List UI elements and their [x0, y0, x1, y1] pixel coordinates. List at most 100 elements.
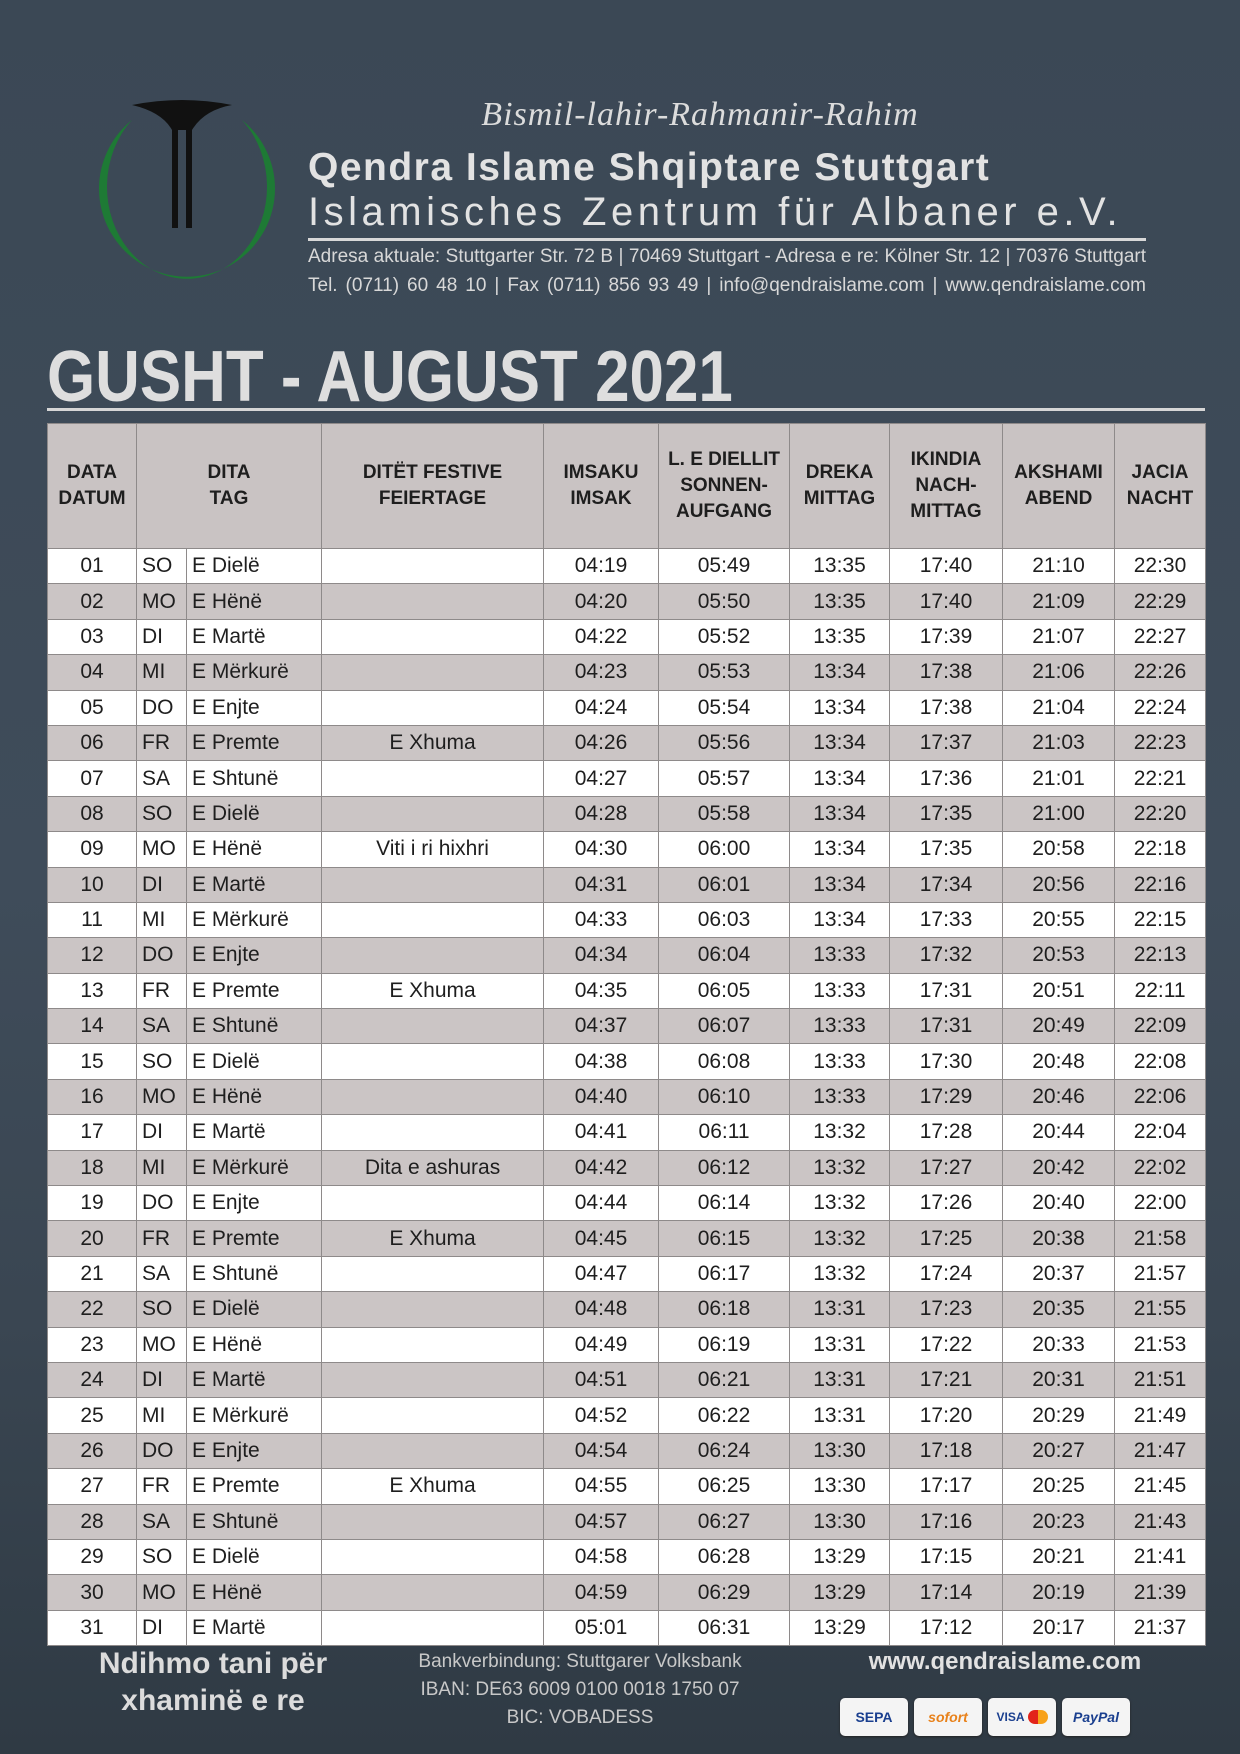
holiday-cell — [321, 866, 545, 903]
sunrise-cell: 06:18 — [658, 1291, 791, 1328]
night-cell: 22:16 — [1114, 866, 1207, 903]
afternoon-cell: 17:14 — [889, 1574, 1004, 1611]
night-cell: 21:45 — [1114, 1468, 1207, 1505]
evening-cell: 20:56 — [1002, 866, 1116, 903]
imsak-cell: 04:47 — [543, 1255, 660, 1293]
holiday-cell — [321, 760, 545, 797]
imsak-cell: 04:27 — [543, 760, 660, 797]
evening-cell: 21:03 — [1002, 724, 1116, 762]
weekday-abbr-cell: SO — [136, 547, 187, 585]
sunrise-cell: 06:17 — [658, 1255, 791, 1293]
page-title: GUSHT - AUGUST 2021 — [47, 337, 733, 417]
night-cell: 21:58 — [1114, 1220, 1207, 1257]
table-row: 06 FR E Premte E Xhuma 04:26 05:56 13:34 17:37 2… — [47, 724, 1207, 762]
evening-cell: 20:49 — [1002, 1008, 1116, 1045]
night-cell: 21:49 — [1114, 1397, 1207, 1434]
weekday-name-cell: E Dielë — [185, 1291, 323, 1328]
date-cell: 17 — [47, 1114, 137, 1151]
weekday-abbr-cell: MO — [136, 1574, 187, 1611]
date-cell: 29 — [47, 1538, 137, 1576]
imsak-cell: 04:34 — [543, 937, 660, 974]
noon-cell: 13:31 — [789, 1326, 891, 1363]
date-cell: 03 — [47, 618, 137, 656]
noon-cell: 13:34 — [789, 901, 891, 939]
imsak-cell: 04:44 — [543, 1185, 660, 1222]
sunrise-cell: 05:50 — [658, 583, 791, 620]
night-cell: 22:06 — [1114, 1078, 1207, 1116]
weekday-abbr-cell: DI — [136, 618, 187, 656]
column-header: DREKA MITTAG — [789, 423, 891, 549]
imsak-cell: 04:48 — [543, 1291, 660, 1328]
table-row: 16 MO E Hënë 04:40 06:10 13:33 17:29 20:46 22:06 — [47, 1078, 1207, 1116]
afternoon-cell: 17:38 — [889, 689, 1004, 726]
date-cell: 12 — [47, 937, 137, 974]
weekday-name-cell: E Mërkurë — [185, 1149, 323, 1187]
imsak-cell: 04:26 — [543, 724, 660, 762]
night-cell: 22:00 — [1114, 1185, 1207, 1222]
noon-cell: 13:34 — [789, 760, 891, 797]
table-row: 26 DO E Enjte 04:54 06:24 13:30 17:18 20:27 21:4… — [47, 1432, 1207, 1470]
sunrise-cell: 05:52 — [658, 618, 791, 656]
weekday-name-cell: E Dielë — [185, 795, 323, 833]
night-cell: 22:27 — [1114, 618, 1207, 656]
sunrise-cell: 05:56 — [658, 724, 791, 762]
imsak-cell: 04:22 — [543, 618, 660, 656]
contact-text: Tel. (0711) 60 48 10 | Fax (0711) 856 93… — [308, 275, 1146, 296]
night-cell: 22:11 — [1114, 972, 1207, 1010]
bismillah-text: Bismil-lahir-Rahmanir-Rahim — [481, 96, 919, 133]
column-header: IKINDIA NACH- MITTAG — [889, 423, 1004, 549]
noon-cell: 13:32 — [789, 1114, 891, 1151]
date-cell: 22 — [47, 1291, 137, 1328]
paypal-icon: PayPal — [1062, 1698, 1130, 1736]
sunrise-cell: 06:21 — [658, 1361, 791, 1399]
weekday-abbr-cell: SO — [136, 1291, 187, 1328]
header-divider — [308, 238, 1146, 241]
column-header: DITËT FESTIVE FEIERTAGE — [321, 423, 545, 549]
weekday-abbr-cell: DO — [136, 937, 187, 974]
night-cell: 22:18 — [1114, 831, 1207, 868]
weekday-name-cell: E Enjte — [185, 689, 323, 726]
iban: IBAN: DE63 6009 0100 0018 1750 07 — [420, 1679, 740, 1700]
afternoon-cell: 17:26 — [889, 1185, 1004, 1222]
night-cell: 21:47 — [1114, 1432, 1207, 1470]
noon-cell: 13:30 — [789, 1432, 891, 1470]
date-cell: 21 — [47, 1255, 137, 1293]
imsak-cell: 04:24 — [543, 689, 660, 726]
weekday-name-cell: E Shtunë — [185, 760, 323, 797]
date-cell: 16 — [47, 1078, 137, 1116]
sunrise-cell: 06:14 — [658, 1185, 791, 1222]
sunrise-cell: 06:07 — [658, 1008, 791, 1045]
evening-cell: 21:04 — [1002, 689, 1116, 726]
weekday-abbr-cell: MI — [136, 1149, 187, 1187]
evening-cell: 20:51 — [1002, 972, 1116, 1010]
sunrise-cell: 06:00 — [658, 831, 791, 868]
table-row: 24 DI E Martë 04:51 06:21 13:31 17:21 20:31 21:5… — [47, 1361, 1207, 1399]
evening-cell: 20:21 — [1002, 1538, 1116, 1576]
weekday-abbr-cell: FR — [136, 1220, 187, 1257]
table-row: 05 DO E Enjte 04:24 05:54 13:34 17:38 21:04 22:2… — [47, 689, 1207, 726]
evening-cell: 20:40 — [1002, 1185, 1116, 1222]
holiday-cell — [321, 1538, 545, 1576]
table-row: 17 DI E Martë 04:41 06:11 13:32 17:28 20:44 22:0… — [47, 1114, 1207, 1151]
afternoon-cell: 17:17 — [889, 1468, 1004, 1505]
weekday-name-cell: E Martë — [185, 1361, 323, 1399]
table-row: 21 SA E Shtunë 04:47 06:17 13:32 17:24 20:37 21:… — [47, 1255, 1207, 1293]
sofort-icon: sofort — [914, 1698, 982, 1736]
evening-cell: 20:31 — [1002, 1361, 1116, 1399]
noon-cell: 13:33 — [789, 1078, 891, 1116]
sunrise-cell: 06:29 — [658, 1574, 791, 1611]
visa-mastercard-icon: VISA — [988, 1698, 1056, 1736]
evening-cell: 20:17 — [1002, 1609, 1116, 1647]
sunrise-cell: 06:05 — [658, 972, 791, 1010]
sunrise-cell: 06:24 — [658, 1432, 791, 1470]
date-cell: 25 — [47, 1397, 137, 1434]
evening-cell: 20:48 — [1002, 1043, 1116, 1080]
imsak-cell: 04:58 — [543, 1538, 660, 1576]
date-cell: 26 — [47, 1432, 137, 1470]
website-link[interactable]: www.qendraislame.com — [868, 1648, 1142, 1675]
sunrise-cell: 06:31 — [658, 1609, 791, 1647]
weekday-name-cell: E Premte — [185, 1468, 323, 1505]
holiday-cell — [321, 547, 545, 585]
weekday-abbr-cell: MO — [136, 583, 187, 620]
sunrise-cell: 06:10 — [658, 1078, 791, 1116]
